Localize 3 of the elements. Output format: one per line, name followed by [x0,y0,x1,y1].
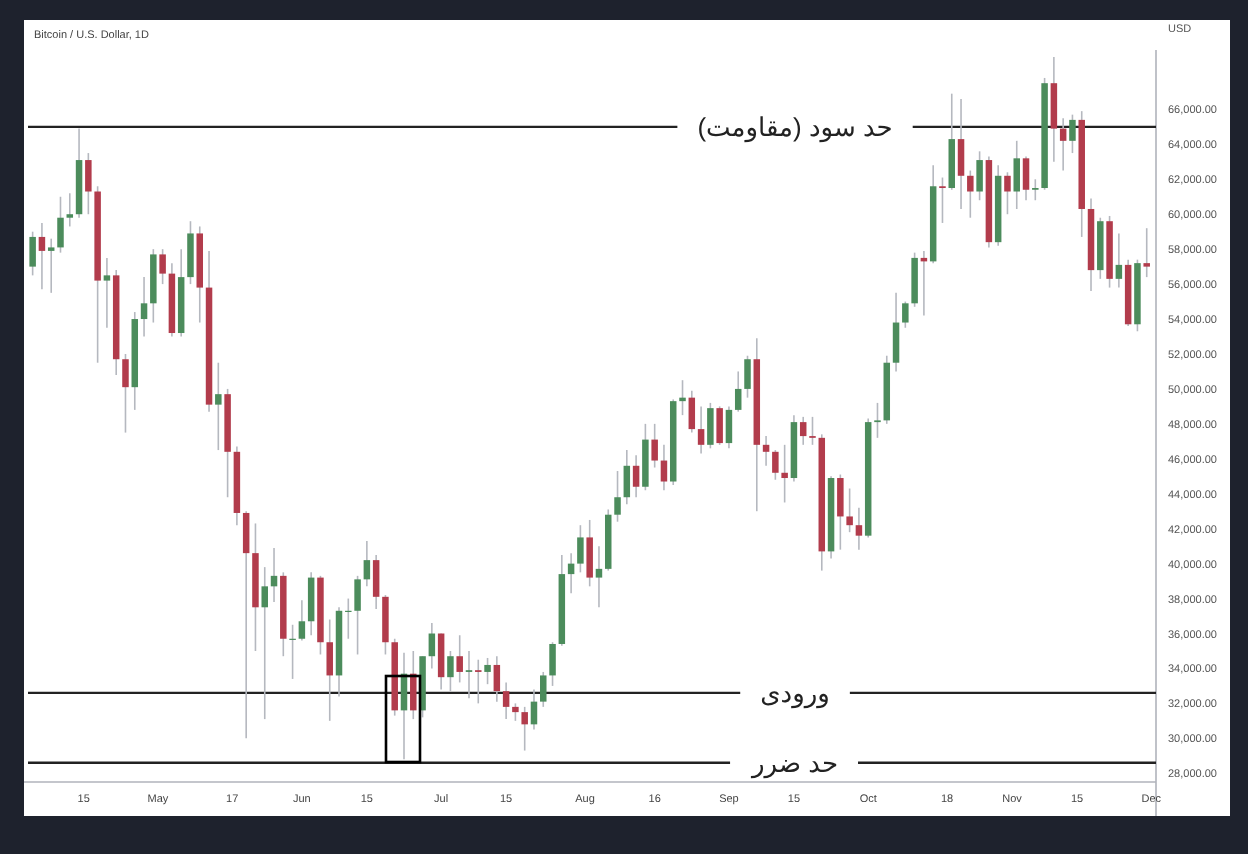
ref-line-label: حد سود (مقاومت) [697,111,893,144]
ref-line-label: ورودی [760,677,830,710]
ref-line-label: حد ضرر [750,747,839,780]
